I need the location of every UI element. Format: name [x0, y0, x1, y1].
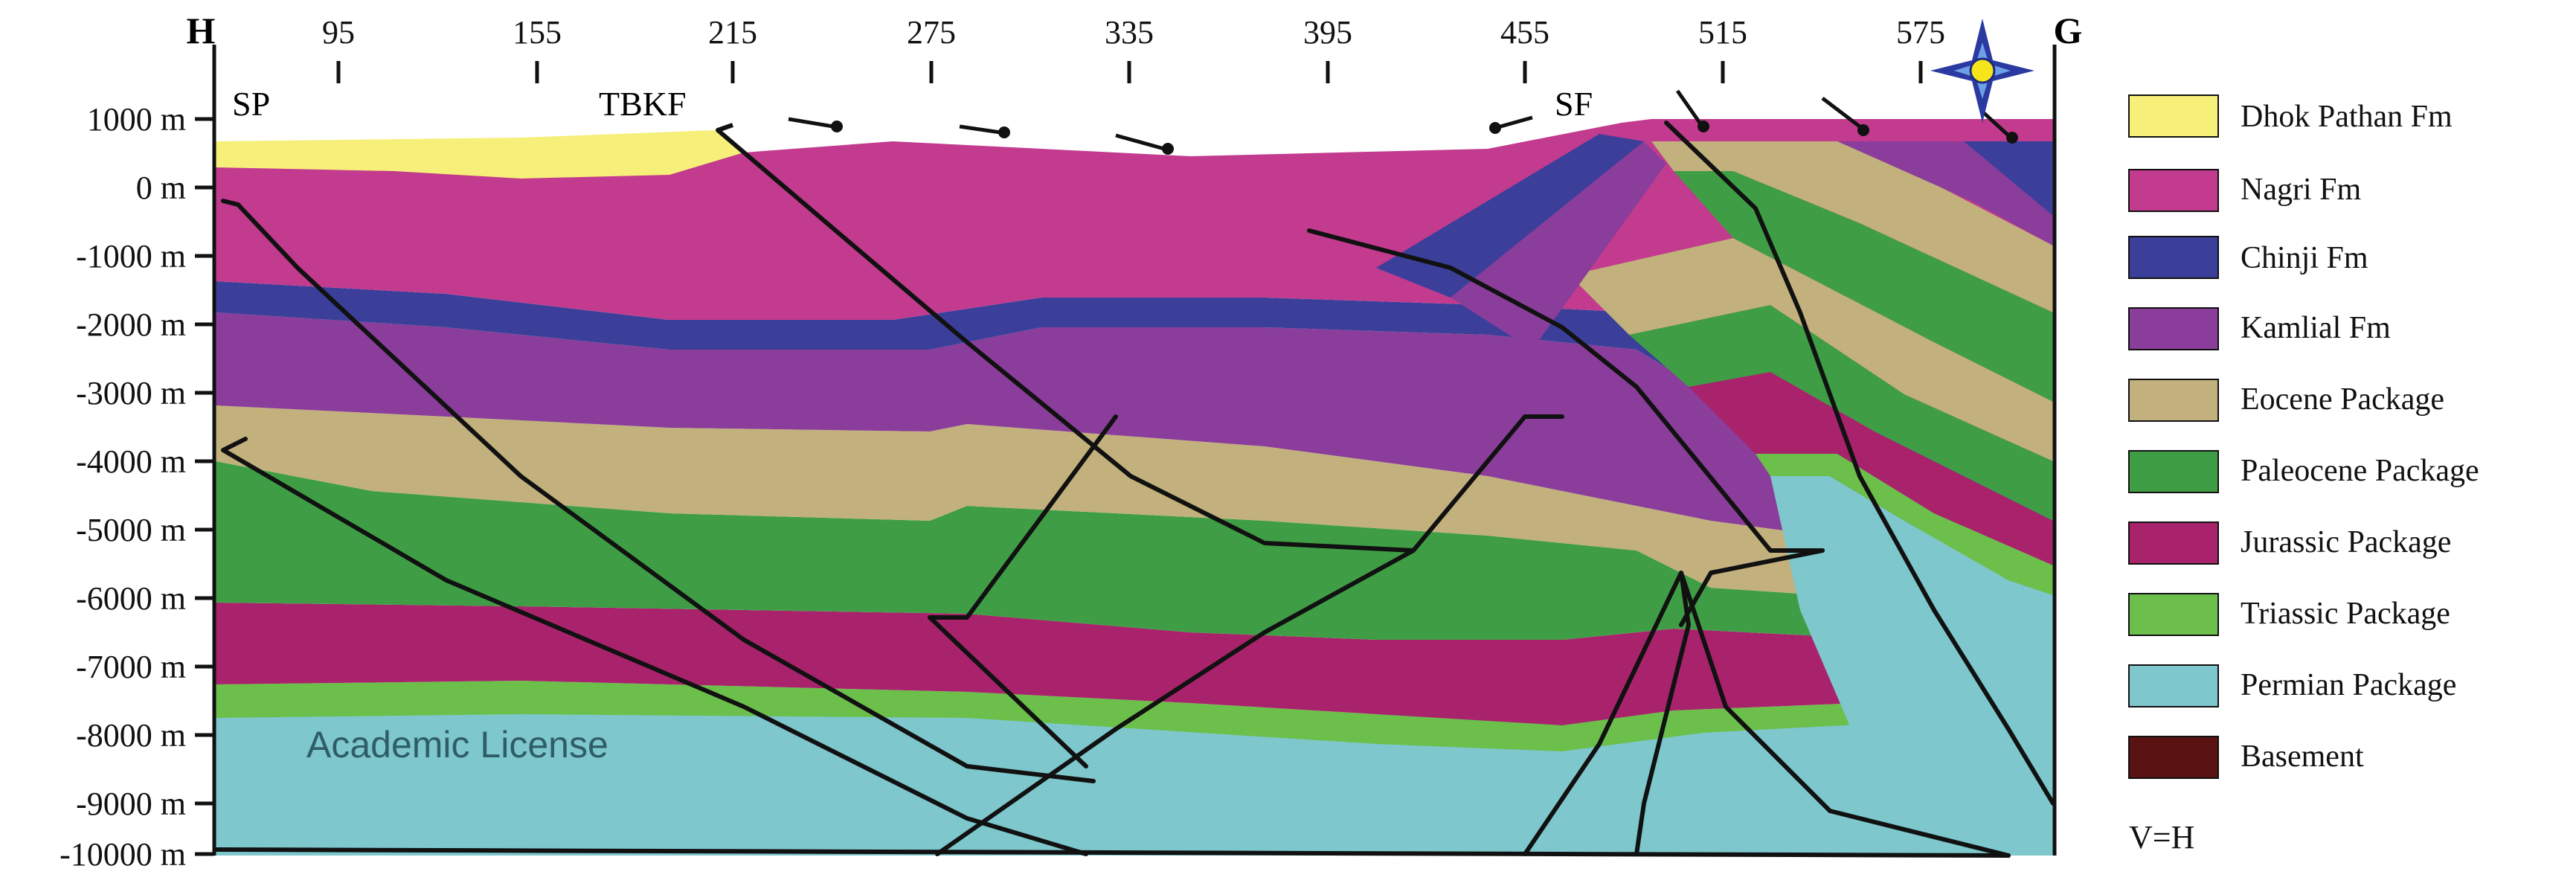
layer-east-paleocene-upper [1674, 171, 2053, 402]
compass-star-icon [1930, 19, 2034, 123]
x-tick-label: 335 [1105, 14, 1154, 51]
layer-sf-chinji [1376, 134, 1644, 298]
depth-label: -9000 m [76, 786, 186, 822]
legend-swatch [2128, 236, 2219, 279]
legend-label: Nagri Fm [2241, 173, 2361, 207]
legend-swatch [2128, 94, 2219, 138]
layer-east-eocene-top [1651, 141, 2053, 312]
legend-label: Chinji Fm [2241, 241, 2368, 275]
x-tick-label: 275 [907, 14, 956, 51]
x-tick-label: 215 [708, 14, 757, 51]
layer-east-paleocene-lower [1629, 305, 2053, 521]
legend-item: Nagri Fm [2128, 169, 2361, 212]
layer-east-jurassic [1689, 372, 2053, 565]
legend-label: Eocene Package [2241, 382, 2444, 417]
legend-item: Dhok Pathan Fm [2128, 94, 2453, 138]
depth-label: 1000 m [87, 101, 186, 138]
section-end-right: G [2054, 10, 2083, 51]
layer-east-eocene [1570, 238, 2053, 461]
legend-item: Permian Package [2128, 664, 2456, 707]
fault-lines [213, 121, 2055, 858]
legend-item: Paleocene Package [2128, 450, 2479, 493]
layer-east-chinji [1964, 141, 2053, 216]
legend-item: Eocene Package [2128, 379, 2444, 422]
legend-item: Jurassic Package [2128, 521, 2451, 565]
legend-swatch [2128, 521, 2219, 565]
depth-label: -1000 m [76, 238, 186, 275]
depth-label: -2000 m [76, 307, 186, 343]
depth-label: -5000 m [76, 512, 186, 548]
depth-label: -10000 m [60, 836, 186, 873]
structure-label-tbkf: TBKF [599, 85, 687, 123]
legend-item: Basement [2128, 736, 2364, 779]
dip-symbols [717, 89, 2018, 155]
legend-item: Kamlial Fm [2128, 307, 2391, 350]
scale-note: V=H [2129, 819, 2194, 856]
legend: Dhok Pathan Fm Nagri Fm Chinji Fm Kamlia… [2128, 94, 2479, 856]
depth-label: -3000 m [76, 375, 186, 411]
depth-label: -7000 m [76, 649, 186, 685]
section-end-left: H [187, 10, 216, 51]
x-tick-labels: 95 155 215 275 335 395 455 515 575 [322, 14, 1945, 51]
layer-kamlial [216, 312, 2053, 536]
legend-label: Triassic Package [2241, 597, 2450, 631]
layer-east-permian [1770, 476, 2053, 856]
academic-license-watermark: Academic License [306, 724, 608, 766]
legend-label: Kamlial Fm [2241, 311, 2391, 345]
legend-swatch [2128, 450, 2219, 493]
legend-label: Basement [2241, 739, 2364, 774]
x-tick-label: 155 [513, 14, 562, 51]
depth-label: -6000 m [76, 580, 186, 617]
legend-swatch [2128, 379, 2219, 422]
depth-labels: 1000 m 0 m -1000 m -2000 m -3000 m -4000… [60, 101, 186, 873]
x-tick-label: 95 [322, 14, 355, 51]
layer-paleocene [216, 461, 2053, 640]
depth-label: 0 m [136, 170, 186, 206]
x-ticks [336, 61, 1923, 83]
layer-east-triassic [1756, 454, 2053, 595]
x-tick-label: 575 [1896, 14, 1945, 51]
legend-label: Dhok Pathan Fm [2241, 100, 2453, 134]
legend-label: Permian Package [2241, 668, 2456, 702]
depth-ticks [195, 117, 214, 856]
x-tick-label: 395 [1303, 14, 1352, 51]
legend-swatch [2128, 664, 2219, 707]
layer-eocene [216, 405, 2053, 595]
x-tick-label: 515 [1698, 14, 1747, 51]
layer-jurassic [216, 603, 2053, 725]
legend-label: Paleocene Package [2241, 454, 2479, 488]
legend-item: Triassic Package [2128, 593, 2450, 636]
depth-label: -8000 m [76, 717, 186, 754]
depth-label: -4000 m [76, 443, 186, 480]
layer-dhok-pathan [216, 130, 744, 179]
layer-stack [216, 119, 2053, 856]
layer-chinji [216, 281, 2053, 484]
legend-item: Chinji Fm [2128, 236, 2368, 279]
legend-swatch [2128, 736, 2219, 779]
x-tick-label: 455 [1500, 14, 1549, 51]
legend-swatch [2128, 593, 2219, 636]
legend-swatch [2128, 169, 2219, 212]
layer-triassic [216, 670, 2053, 751]
structure-label-sp: SP [232, 85, 270, 123]
legend-swatch [2128, 307, 2219, 350]
structure-label-sf: SF [1555, 85, 1593, 123]
legend-label: Jurassic Package [2241, 525, 2451, 559]
